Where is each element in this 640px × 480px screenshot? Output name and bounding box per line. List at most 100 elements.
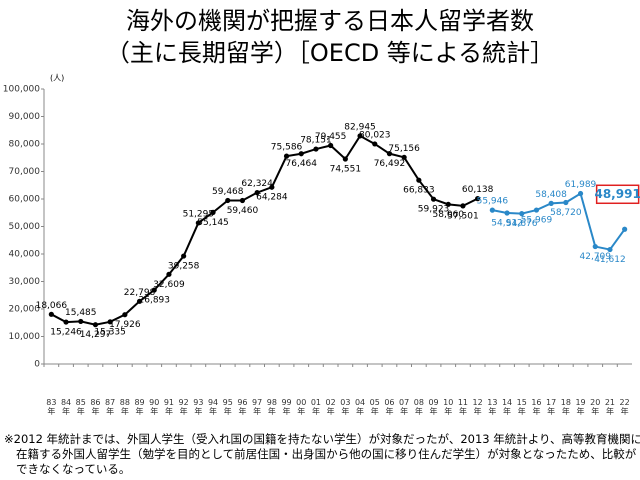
data-point <box>563 199 569 206</box>
data-label: 66,833 <box>403 186 435 196</box>
x-tick-label: 04年 <box>354 398 366 416</box>
data-point <box>342 156 348 162</box>
data-point <box>181 253 187 259</box>
data-point <box>151 287 157 293</box>
x-tick-label: 94年 <box>207 398 219 416</box>
chart: 海外の機関が把握する日本人留学者数 （主に長期留学）［OECD 等による統計］ … <box>3 7 640 370</box>
x-tick-label: 92年 <box>178 398 189 416</box>
data-label: 55,145 <box>197 218 229 228</box>
data-point <box>504 210 510 216</box>
data-label: 41,612 <box>594 255 626 265</box>
series-line <box>50 134 479 326</box>
data-point <box>519 211 525 217</box>
x-tick-label: 03年 <box>340 398 351 416</box>
x-tick-label: 18年 <box>560 398 571 416</box>
data-point <box>78 318 84 325</box>
data-label: 15,485 <box>65 308 97 318</box>
data-label: 15,335 <box>94 327 126 337</box>
data-point <box>283 153 290 159</box>
x-tick-label: 16年 <box>531 398 542 416</box>
y-tick-label: 80,000 <box>9 140 41 150</box>
data-label: 75,156 <box>388 144 420 154</box>
x-tick-label: 08年 <box>413 398 424 416</box>
x-tick-label: 20年 <box>590 398 601 416</box>
data-label: 76,492 <box>374 159 406 169</box>
x-tick-label: 11年 <box>457 398 469 416</box>
data-label: 61,989 <box>565 180 597 190</box>
data-label: 42,709 <box>580 252 612 262</box>
y-tick-label: 60,000 <box>9 195 41 205</box>
data-point <box>386 151 393 157</box>
data-label: 64,284 <box>256 193 288 203</box>
x-tick-label: 19年 <box>575 398 586 416</box>
x-tick-label: 13年 <box>487 398 498 416</box>
x-tick-label: 85年 <box>75 398 86 416</box>
x-tick-label: 90年 <box>149 398 160 416</box>
data-label: 51,295 <box>183 209 215 219</box>
data-label: 80,023 <box>359 130 391 140</box>
data-point <box>122 312 128 318</box>
data-label: 74,551 <box>330 164 362 174</box>
x-tick-label: 21年 <box>604 398 616 416</box>
data-label: 48,991 <box>594 187 640 201</box>
data-label: 54,912 <box>491 218 523 228</box>
data-label: 58,408 <box>535 190 567 200</box>
data-point <box>63 319 69 325</box>
x-tick-label: 06年 <box>384 398 395 416</box>
data-point <box>254 190 260 196</box>
y-axis-unit: (人) <box>50 74 64 83</box>
data-point <box>166 271 172 277</box>
x-tick-label: 88年 <box>119 398 130 416</box>
chart-title: 海外の機関が把握する日本人留学者数 <box>126 7 534 35</box>
data-label: 22,798 <box>124 288 156 298</box>
data-point <box>548 200 554 206</box>
x-tick-label: 17年 <box>546 398 557 416</box>
y-tick-label: 10,000 <box>9 332 41 342</box>
data-label: 58,720 <box>550 208 582 218</box>
x-tick-label: 12年 <box>472 398 483 416</box>
data-point <box>357 133 363 139</box>
data-label: 58,060 <box>433 210 465 220</box>
x-tick-label: 86年 <box>90 398 101 416</box>
data-point <box>136 298 143 304</box>
data-point <box>489 207 495 213</box>
y-tick-label: 70,000 <box>9 167 41 177</box>
x-tick-label: 97年 <box>252 398 263 416</box>
x-tick-label: 89年 <box>134 398 145 416</box>
x-tick-label: 22年 <box>619 398 630 416</box>
y-tick-label: 50,000 <box>9 222 41 232</box>
data-label: 54,676 <box>506 219 538 229</box>
data-label: 59,468 <box>212 187 244 197</box>
x-tick-label: 95年 <box>222 398 233 416</box>
y-tick-label: 100,000 <box>3 85 40 95</box>
data-point <box>195 220 201 226</box>
x-tick-label: 84年 <box>60 398 72 416</box>
data-point <box>607 246 613 253</box>
data-point <box>92 322 99 328</box>
data-label: 75,586 <box>271 143 303 153</box>
x-tick-label: 14年 <box>501 398 513 416</box>
data-label: 57,501 <box>447 211 479 221</box>
data-point <box>592 243 598 250</box>
y-tick-label: 20,000 <box>9 305 41 315</box>
x-tick-label: 91年 <box>163 398 175 416</box>
x-tick-label: 09年 <box>428 398 439 416</box>
data-point <box>445 201 451 207</box>
highlight-box <box>595 184 640 205</box>
data-point <box>401 154 407 160</box>
data-label: 17,926 <box>109 320 141 330</box>
x-tick-label: 83年 <box>46 398 57 416</box>
y-tick-label: 0 <box>34 360 40 370</box>
x-tick-label: 99年 <box>281 398 292 416</box>
x-tick-label: 15年 <box>516 398 527 416</box>
x-tick-label: 01年 <box>310 398 322 416</box>
data-label: 78,151 <box>300 136 332 146</box>
series-line <box>492 191 626 251</box>
x-tick-label: 98年 <box>266 398 277 416</box>
data-label: 60,138 <box>462 185 494 195</box>
data-point <box>269 184 275 190</box>
data-label: 62,324 <box>241 179 273 189</box>
data-label: 55,969 <box>521 216 553 226</box>
data-label: 59,923 <box>418 205 450 215</box>
